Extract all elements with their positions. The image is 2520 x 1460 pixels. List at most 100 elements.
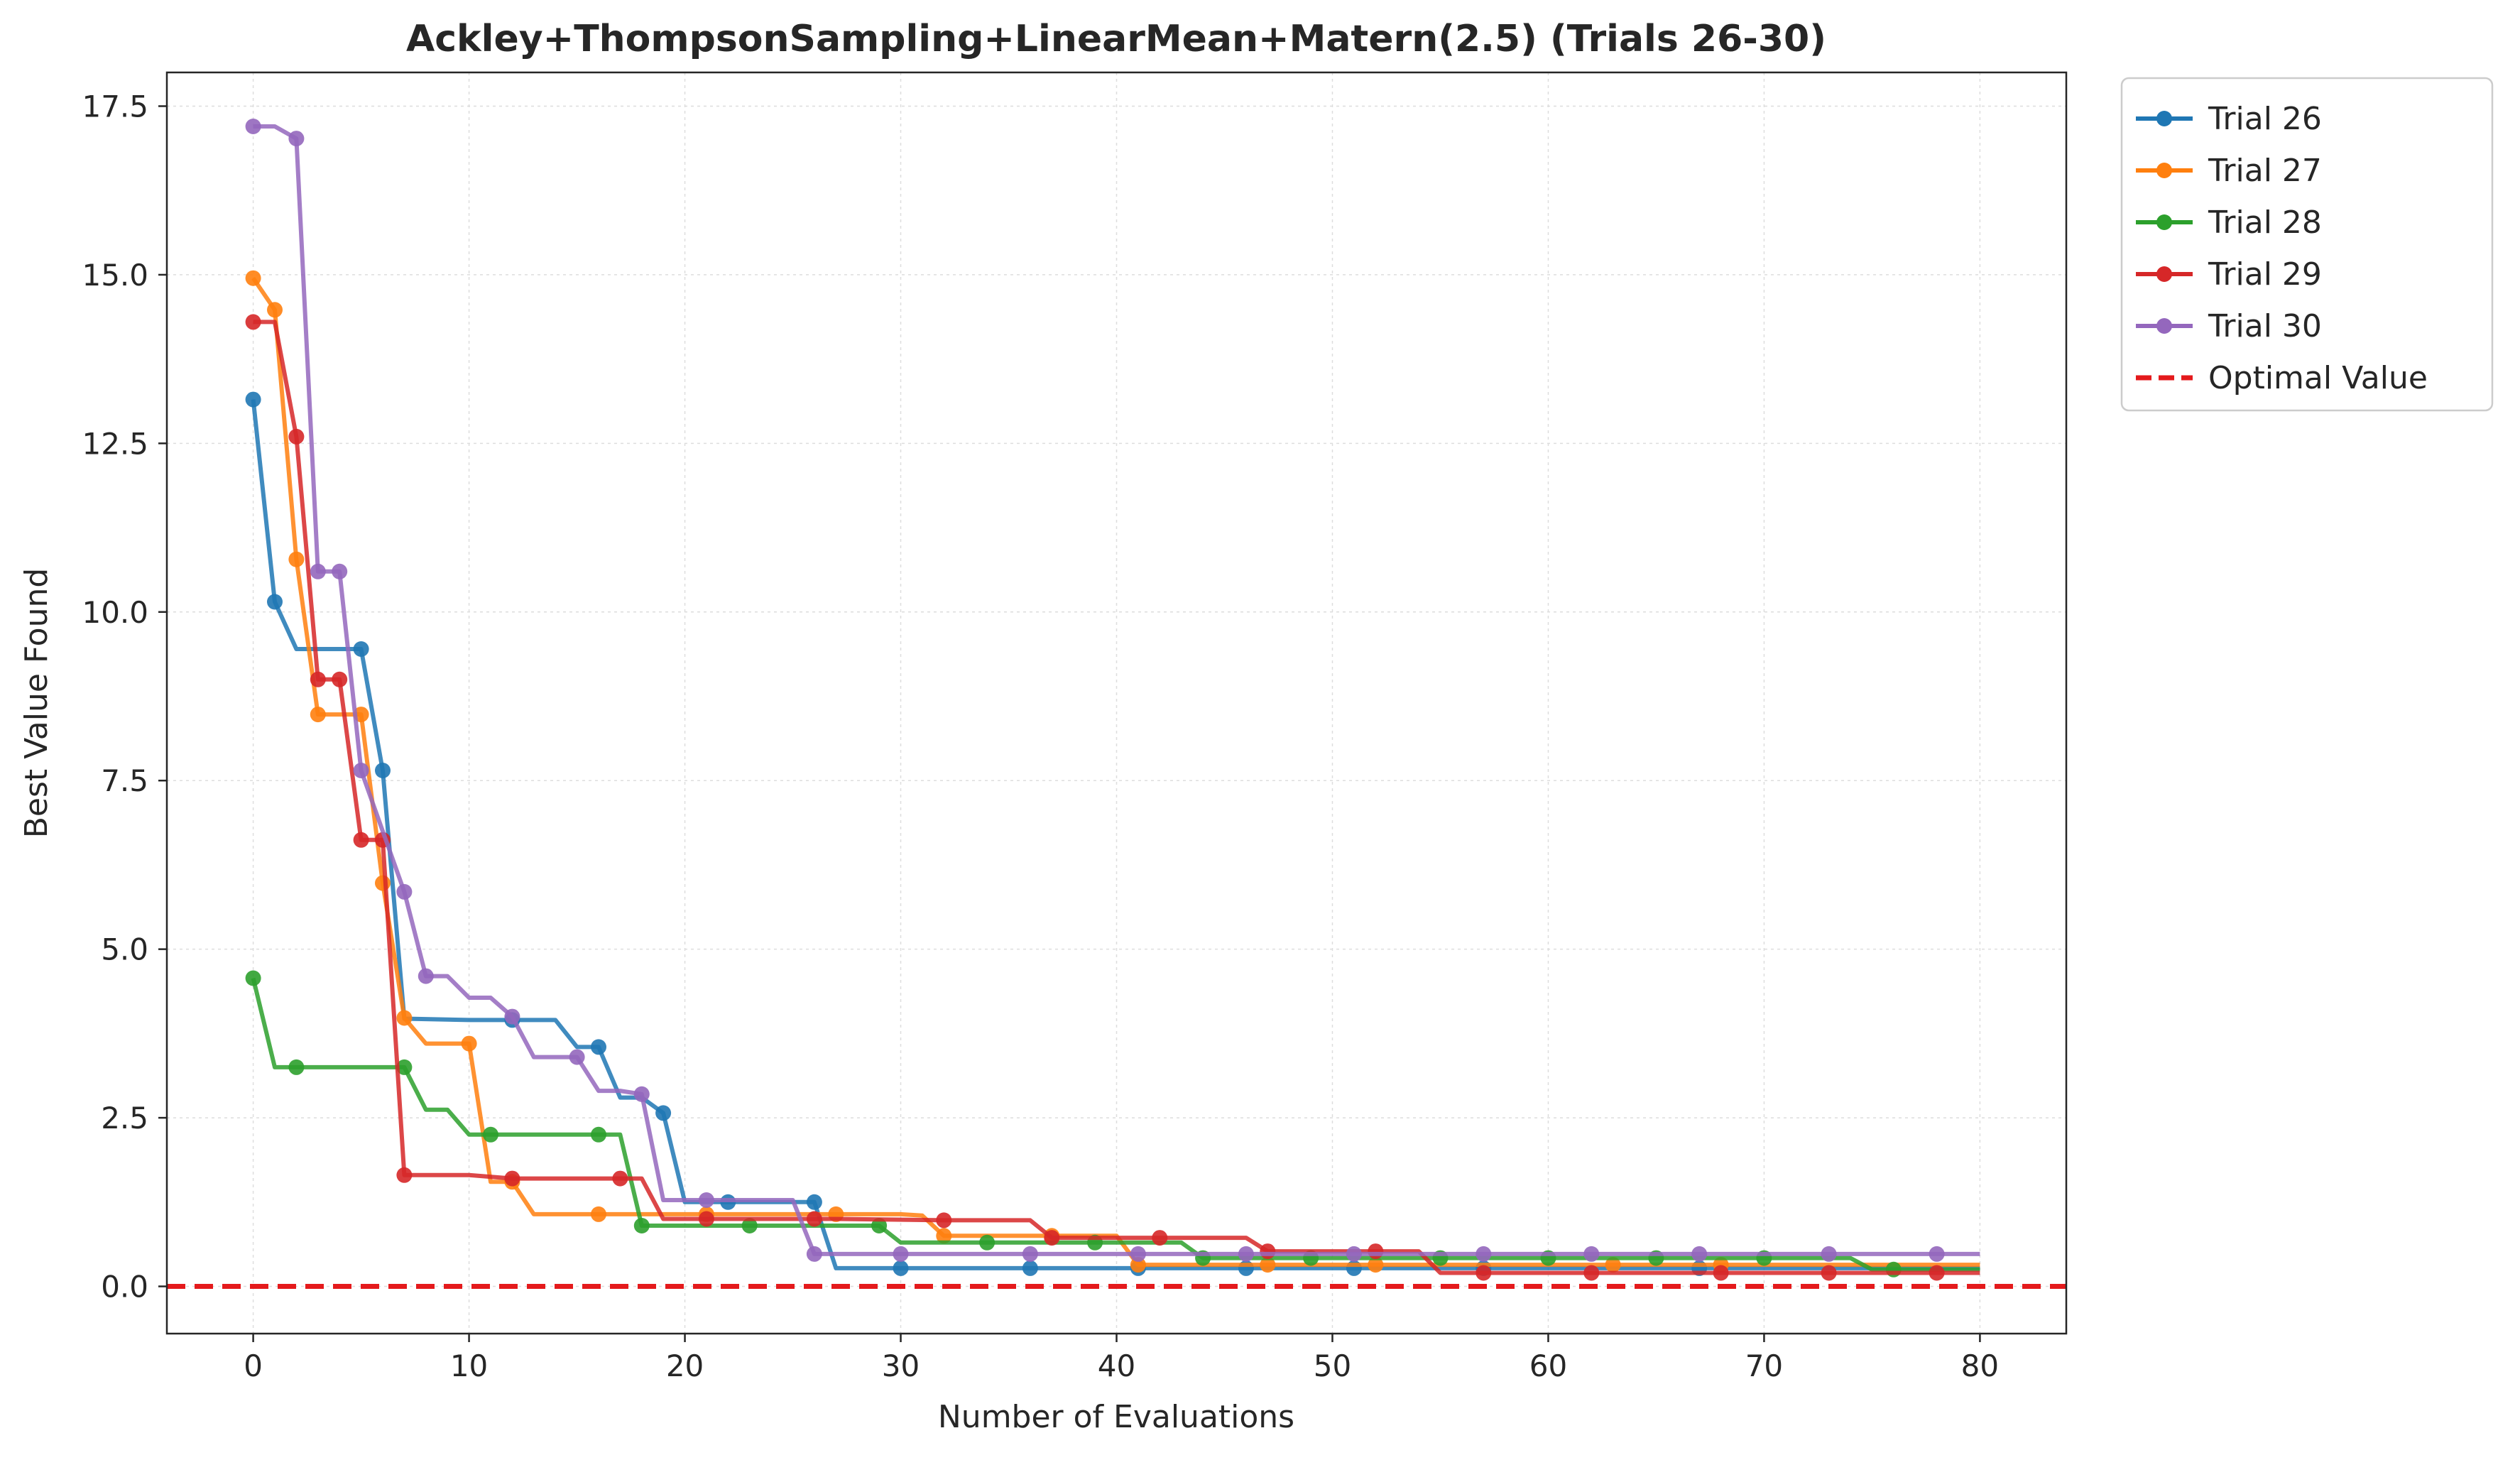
data-point — [353, 832, 369, 848]
data-point — [612, 1170, 628, 1187]
data-point — [1605, 1257, 1621, 1273]
legend-items: Trial 26 Trial 27 Trial 28 Trial 29 Trial 30… — [2136, 101, 2428, 396]
legend-item: Trial 30 — [2136, 308, 2322, 344]
legend-label: Trial 26 — [2208, 101, 2322, 137]
y-tick-label: 17.5 — [82, 89, 148, 124]
data-point — [245, 270, 261, 286]
chart-title: Ackley+ThompsonSampling+LinearMean+Mater… — [406, 18, 1826, 60]
data-point — [504, 1170, 520, 1187]
data-point — [288, 131, 305, 147]
data-point — [633, 1218, 650, 1233]
data-point — [979, 1234, 996, 1251]
data-point — [267, 302, 283, 318]
data-point — [1476, 1246, 1492, 1262]
data-point — [936, 1228, 952, 1244]
series-trial-28 — [245, 970, 1980, 1278]
series-trial-30 — [245, 119, 1980, 1262]
data-point — [310, 563, 326, 579]
data-point — [332, 563, 348, 579]
data-point — [1022, 1260, 1038, 1276]
data-point — [310, 707, 326, 723]
data-point — [1821, 1265, 1837, 1281]
data-point — [591, 1039, 606, 1055]
y-tick-label: 0.0 — [101, 1270, 148, 1304]
x-tick-label: 0 — [244, 1349, 263, 1383]
data-point — [375, 875, 391, 891]
axis-ticks: 0 10 20 30 40 50 60 70 80 0.0 2.5 5.0 7.5 10.0 12.5 15.… — [82, 89, 1999, 1383]
data-point — [245, 314, 261, 330]
data-point — [633, 1086, 650, 1102]
data-point — [1130, 1257, 1146, 1273]
data-point — [1713, 1265, 1729, 1281]
legend-marker — [2156, 318, 2172, 334]
x-tick-label: 40 — [1098, 1349, 1135, 1383]
x-axis-label: Number of Evaluations — [938, 1399, 1294, 1435]
legend-item: Trial 29 — [2136, 256, 2322, 293]
data-point — [288, 1059, 305, 1075]
y-tick-label: 15.0 — [82, 258, 148, 293]
data-point — [396, 1167, 413, 1183]
legend: Trial 26 Trial 27 Trial 28 Trial 29 Trial 30… — [2120, 77, 2494, 412]
data-point — [375, 763, 391, 778]
data-point — [698, 1211, 714, 1227]
data-point — [569, 1049, 585, 1065]
data-point — [1929, 1246, 1945, 1262]
data-point — [1929, 1265, 1945, 1281]
y-tick-label: 7.5 — [101, 763, 148, 798]
x-tick-label: 70 — [1745, 1349, 1783, 1383]
data-point — [591, 1206, 606, 1222]
data-point — [396, 1059, 413, 1075]
x-tick-label: 10 — [450, 1349, 488, 1383]
data-point — [1368, 1243, 1384, 1260]
data-point — [353, 763, 369, 778]
data-point — [1583, 1265, 1600, 1281]
data-point — [288, 428, 305, 445]
legend-marker — [2156, 111, 2172, 126]
legend-box — [2120, 77, 2494, 412]
data-point — [655, 1105, 672, 1121]
data-point — [310, 671, 326, 687]
data-point — [483, 1126, 498, 1143]
y-tick-label: 10.0 — [82, 595, 148, 630]
legend-label: Optimal Value — [2208, 360, 2428, 396]
data-point — [1044, 1230, 1060, 1246]
data-point — [245, 391, 261, 408]
data-point — [806, 1194, 822, 1210]
data-point — [893, 1260, 909, 1276]
series-lines — [245, 119, 1980, 1281]
legend-marker — [2156, 163, 2172, 178]
data-point — [936, 1212, 952, 1229]
x-tick-label: 30 — [882, 1349, 920, 1383]
data-point — [1238, 1246, 1254, 1262]
data-point — [396, 1010, 413, 1026]
y-tick-label: 5.0 — [101, 932, 148, 967]
data-point — [1821, 1246, 1837, 1262]
y-tick-label: 12.5 — [82, 426, 148, 461]
data-point — [806, 1211, 822, 1227]
legend-label: Trial 27 — [2208, 153, 2322, 189]
data-point — [1130, 1246, 1146, 1262]
data-point — [893, 1246, 909, 1262]
data-point — [741, 1218, 758, 1233]
x-tick-label: 50 — [1314, 1349, 1351, 1383]
data-point — [1260, 1243, 1276, 1260]
data-point — [288, 551, 305, 567]
x-tick-label: 80 — [1961, 1349, 1999, 1383]
data-point — [461, 1035, 477, 1052]
data-point — [504, 1008, 520, 1025]
data-point — [267, 594, 283, 610]
data-point — [591, 1126, 606, 1143]
legend-label: Trial 28 — [2208, 205, 2322, 241]
data-point — [1346, 1246, 1362, 1262]
data-point — [1476, 1265, 1492, 1281]
legend-label: Trial 30 — [2208, 308, 2322, 344]
x-tick-label: 60 — [1529, 1349, 1567, 1383]
data-point — [418, 968, 434, 984]
data-point — [1260, 1257, 1276, 1273]
data-point — [245, 119, 261, 134]
data-point — [871, 1218, 888, 1233]
series-trial-27 — [245, 270, 1980, 1273]
